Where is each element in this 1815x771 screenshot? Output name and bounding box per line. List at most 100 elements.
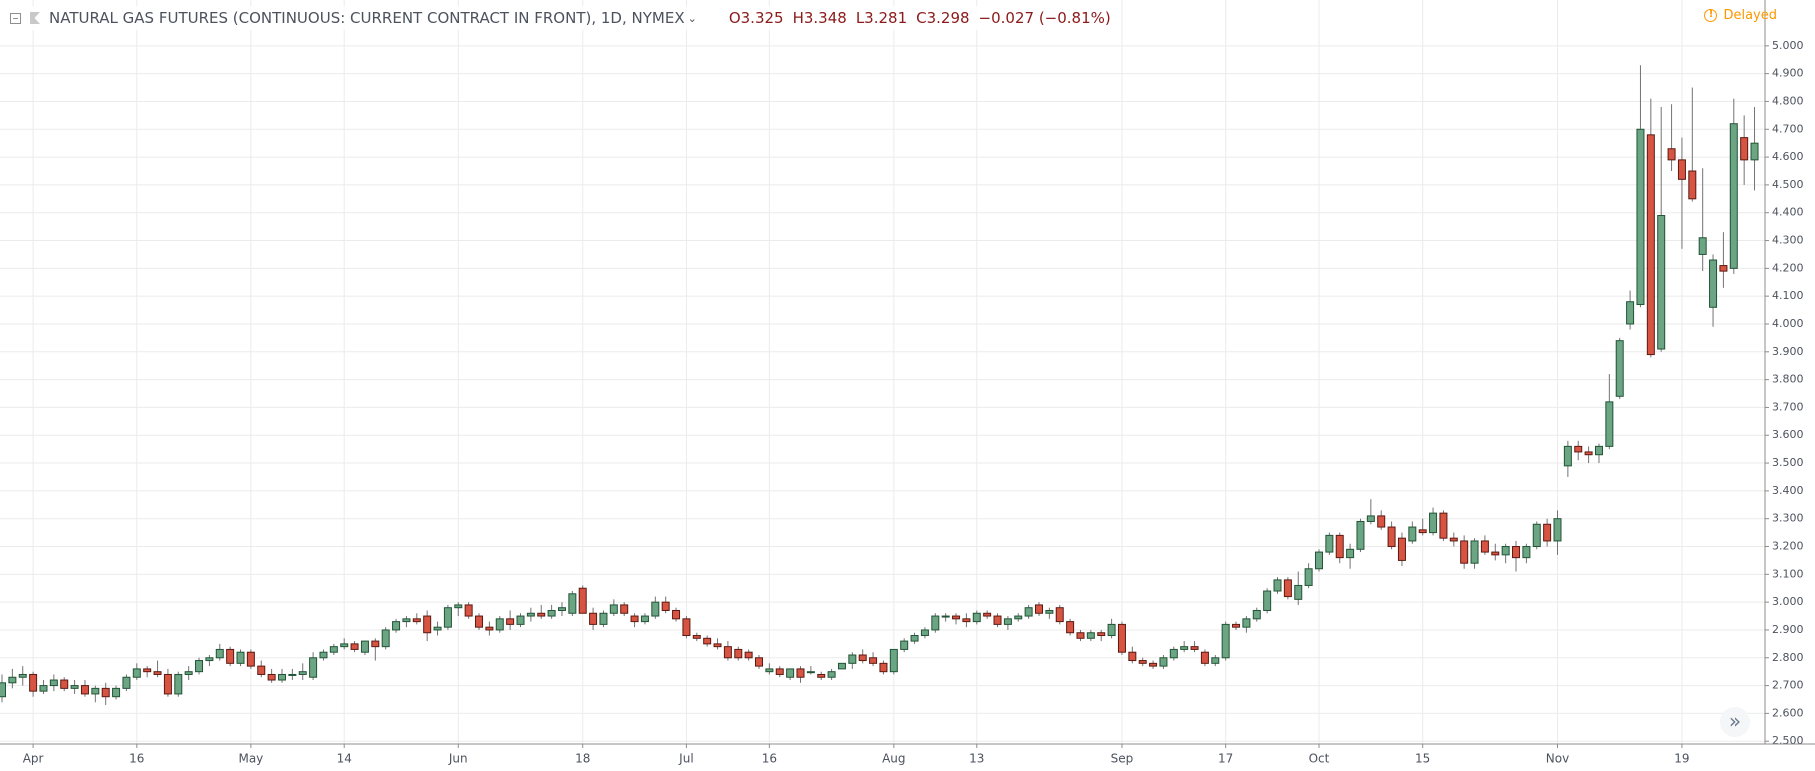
x-tick-label: Nov [1546, 752, 1569, 766]
candle-body [661, 601, 670, 611]
candle-body [226, 648, 235, 664]
x-tick-label: Apr [23, 752, 44, 766]
y-tick-label: 4.600 [1772, 150, 1804, 163]
candle-body [1688, 170, 1697, 200]
candle-body [29, 673, 38, 692]
candle-body [381, 629, 390, 648]
x-tick-label: 18 [575, 752, 590, 766]
x-tick-label: Sep [1111, 752, 1134, 766]
candle-body [775, 668, 784, 675]
candle-body [983, 612, 992, 617]
candle-body [1698, 237, 1707, 255]
candle-body [1190, 646, 1199, 650]
candle-body [91, 687, 100, 695]
candle-body [931, 615, 940, 631]
y-tick-label: 2.700 [1772, 679, 1804, 692]
scroll-to-latest-button[interactable]: » [1720, 707, 1750, 737]
candle-body [1117, 623, 1126, 653]
candle-body [568, 593, 577, 614]
candle-body [755, 657, 764, 667]
candle-body [8, 676, 17, 684]
candle-body [475, 615, 484, 628]
candle-body [1584, 451, 1593, 456]
candle-body [1242, 618, 1251, 628]
candle-body [1750, 142, 1759, 161]
close-value: C3.298 [916, 9, 970, 27]
candle-body [1014, 615, 1023, 620]
candle-body [1460, 540, 1469, 564]
candle-body [817, 673, 826, 678]
candle-body [537, 612, 546, 617]
flag-icon[interactable] [30, 12, 40, 24]
y-tick-label: 4.200 [1772, 261, 1804, 274]
candle-body [101, 687, 110, 698]
candle-body [1449, 537, 1458, 542]
candle-body [1543, 523, 1552, 542]
candle-body [889, 648, 898, 673]
symbol-title[interactable]: NATURAL GAS FUTURES (CONTINUOUS: CURRENT… [49, 9, 685, 27]
candle-body [18, 673, 27, 678]
candle-body [49, 679, 58, 687]
candle-body [485, 626, 494, 631]
candle-body [1003, 618, 1012, 625]
candle-body [174, 673, 183, 695]
y-tick-label: 5.000 [1772, 39, 1804, 52]
candle-body [371, 640, 380, 648]
candle-body [692, 635, 701, 639]
y-tick-label: 4.700 [1772, 122, 1804, 135]
candle-body [1563, 445, 1572, 467]
candle-body [60, 679, 69, 689]
candle-body [1149, 662, 1158, 667]
collapse-icon[interactable] [10, 12, 21, 24]
candle-body [972, 612, 981, 623]
candle-body [941, 615, 950, 618]
candle-body [703, 637, 712, 645]
candle-body [547, 609, 556, 617]
candle-body [1719, 265, 1728, 272]
x-tick-label: Jul [678, 752, 693, 766]
y-tick-label: 3.200 [1772, 540, 1804, 553]
candle-body [143, 668, 152, 673]
candle-body [1626, 301, 1635, 325]
candle-body [1066, 621, 1075, 634]
x-tick-label: May [238, 752, 263, 766]
candle-body [122, 676, 131, 689]
candle-body [1138, 660, 1147, 664]
candle-body [80, 685, 89, 695]
candle-body [1397, 537, 1406, 561]
x-tick-label: 13 [969, 752, 984, 766]
candle-body [257, 665, 266, 675]
candle-body [640, 615, 649, 623]
high-value: H3.348 [792, 9, 847, 27]
y-tick-label: 2.800 [1772, 651, 1804, 664]
candle-body [1097, 632, 1106, 637]
candle-body [112, 687, 121, 698]
candle-body [1594, 445, 1603, 456]
candle-body [454, 604, 463, 609]
delayed-label: Delayed [1723, 8, 1777, 23]
candle-body [423, 615, 432, 634]
candle-body [195, 660, 204, 673]
candle-body [39, 685, 48, 692]
info-icon: ! [1704, 9, 1718, 22]
candle-body [910, 635, 919, 642]
candle-body [962, 618, 971, 623]
candle-body [319, 651, 328, 659]
candle-body [329, 646, 338, 653]
candle-body [869, 657, 878, 664]
candle-body [1677, 159, 1686, 180]
y-tick-label: 3.900 [1772, 345, 1804, 358]
candle-body [1107, 623, 1116, 637]
candle-body [1169, 648, 1178, 659]
candle-body [1283, 579, 1292, 598]
candle-body [1491, 551, 1500, 556]
candle-body [993, 615, 1002, 625]
candle-body [879, 662, 888, 673]
delayed-status[interactable]: ! Delayed [1704, 8, 1777, 23]
y-tick-label: 3.000 [1772, 595, 1804, 608]
candle-body [1729, 123, 1738, 269]
y-tick-label: 4.300 [1772, 234, 1804, 247]
candle-body [1470, 540, 1479, 564]
dropdown-caret[interactable]: ⌄ [687, 11, 697, 25]
y-tick-label: 2.600 [1772, 706, 1804, 719]
